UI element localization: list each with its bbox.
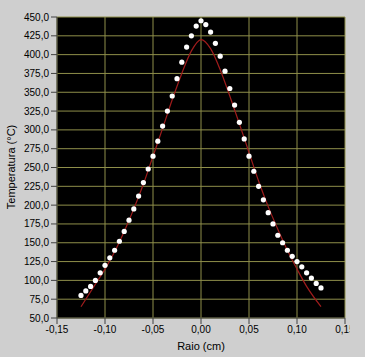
svg-text:75,0: 75,0 <box>30 294 50 305</box>
svg-text:350,0: 350,0 <box>24 87 49 98</box>
html-text:Raio (cm): Raio (cm) <box>177 340 225 352</box>
svg-text:150,0: 150,0 <box>24 237 49 248</box>
svg-text:375,0: 375,0 <box>24 68 49 79</box>
svg-text:225,0: 225,0 <box>24 181 49 192</box>
svg-text:0,15: 0,15 <box>335 324 350 335</box>
svg-text:200,0: 200,0 <box>24 200 49 211</box>
svg-text:0,10: 0,10 <box>287 324 307 335</box>
svg-text:275,0: 275,0 <box>24 143 49 154</box>
svg-text:0,00: 0,00 <box>191 324 211 335</box>
html-text:Temperatura (°C): Temperatura (°C) <box>5 124 17 210</box>
svg-text:-0,15: -0,15 <box>46 324 69 335</box>
svg-text:450,0: 450,0 <box>24 12 49 23</box>
svg-text:175,0: 175,0 <box>24 218 49 229</box>
svg-text:300,0: 300,0 <box>24 124 49 135</box>
svg-text:325,0: 325,0 <box>24 106 49 117</box>
svg-text:0,05: 0,05 <box>239 324 259 335</box>
svg-text:250,0: 250,0 <box>24 162 49 173</box>
svg-text:400,0: 400,0 <box>24 49 49 60</box>
svg-text:100,0: 100,0 <box>24 275 49 286</box>
svg-text:-0,05: -0,05 <box>142 324 165 335</box>
svg-text:50,0: 50,0 <box>30 313 50 324</box>
svg-text:-0,10: -0,10 <box>94 324 117 335</box>
svg-text:125,0: 125,0 <box>24 256 49 267</box>
svg-text:425,0: 425,0 <box>24 30 49 41</box>
